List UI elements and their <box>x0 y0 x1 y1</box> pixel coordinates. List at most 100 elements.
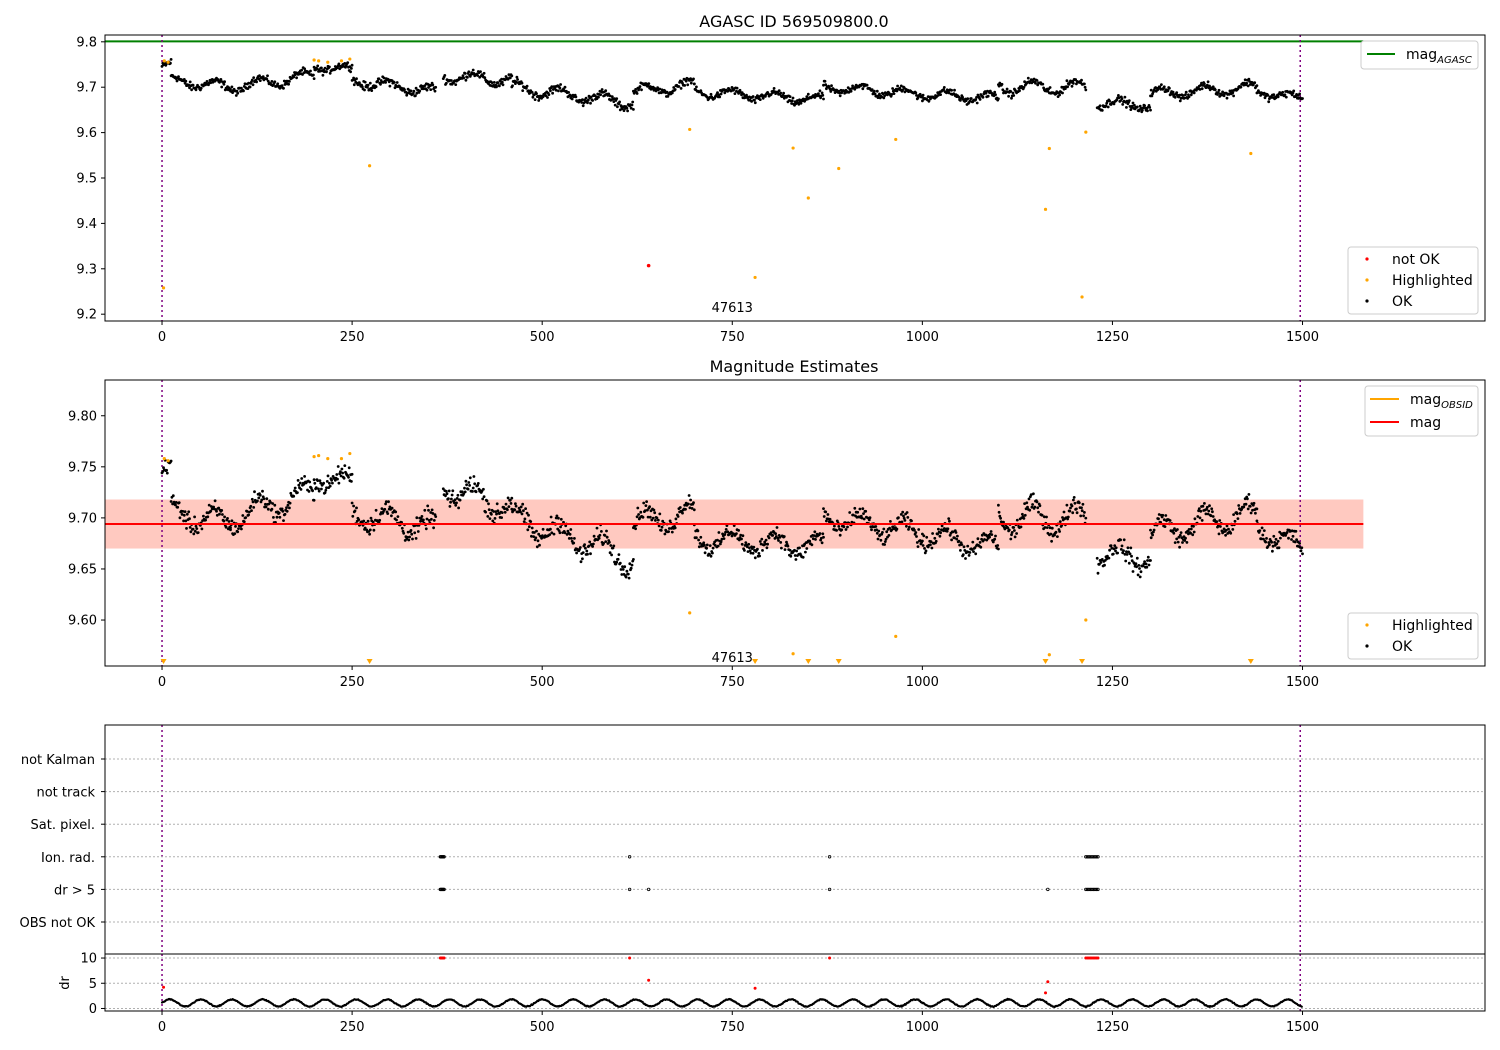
ok-point <box>349 70 352 74</box>
ok-point <box>479 70 482 73</box>
ok-point <box>1237 504 1241 507</box>
ok-point <box>1204 512 1208 516</box>
highlighted-point <box>339 59 344 63</box>
ok-point <box>695 85 698 89</box>
ok-point <box>599 93 602 97</box>
ok-point <box>1233 519 1237 523</box>
ok-point <box>269 501 272 504</box>
ok-point <box>394 510 398 514</box>
ok-point <box>192 532 196 536</box>
ok-point <box>513 508 517 512</box>
ok-point <box>817 92 820 95</box>
ok-point <box>550 531 554 535</box>
ok-point <box>1160 83 1163 86</box>
ok-point <box>395 81 399 84</box>
agasc-panel-title: AGASC ID 569509800.0 <box>699 12 888 31</box>
ok-point <box>463 486 466 490</box>
ok-point <box>873 92 877 96</box>
ok-point <box>472 475 476 478</box>
estimates-panel-title: Magnitude Estimates <box>710 357 879 376</box>
ok-point <box>997 97 1000 101</box>
ok-point <box>312 65 316 69</box>
highlighted-point <box>688 127 692 132</box>
ok-point <box>740 93 743 97</box>
ok-point <box>482 495 486 498</box>
ok-point <box>974 98 978 101</box>
ok-point <box>492 81 496 84</box>
ok-point <box>1026 505 1029 509</box>
ok-point <box>360 85 364 89</box>
ok-point <box>390 506 394 510</box>
ok-point <box>264 505 268 509</box>
ok-point <box>967 554 971 557</box>
agasc-panel-obsid-annotation: 47613 <box>712 301 753 316</box>
ok-point <box>1197 507 1201 510</box>
ok-point <box>433 89 437 93</box>
ok-point <box>603 534 607 537</box>
ok-point <box>519 510 522 514</box>
ok-point <box>724 530 727 534</box>
highlighted-point <box>326 457 330 461</box>
ok-point <box>498 84 501 88</box>
dr-flagged-point <box>628 956 632 960</box>
dr-flagged-point <box>1096 956 1100 960</box>
ok-point <box>679 87 683 90</box>
ok-point <box>322 481 325 485</box>
ok-point <box>864 509 868 513</box>
ok-point <box>719 92 723 96</box>
ok-point <box>1083 511 1086 514</box>
ok-point <box>825 519 828 523</box>
ok-point <box>1287 536 1290 540</box>
ok-point <box>514 502 517 506</box>
ok-point <box>347 475 350 479</box>
ok-point <box>618 561 622 565</box>
ok-point <box>384 502 387 506</box>
ok-point <box>1032 492 1035 496</box>
ok-point <box>452 501 456 505</box>
ok-point <box>765 546 769 550</box>
ok-point <box>913 528 916 532</box>
ok-point <box>250 497 254 501</box>
ok-point <box>1122 538 1126 542</box>
ok-point <box>309 69 312 73</box>
ok-point <box>1072 498 1075 502</box>
ok-point <box>521 502 525 506</box>
ok-point <box>812 534 816 537</box>
ok-point <box>1131 570 1135 573</box>
ok-point <box>1265 537 1268 540</box>
ok-point <box>1225 96 1229 100</box>
ok-point <box>761 549 764 552</box>
ok-point <box>1135 565 1138 569</box>
legend-label: OK <box>1392 639 1413 655</box>
ok-point <box>1200 87 1204 91</box>
ok-point <box>260 498 264 502</box>
ok-point <box>264 502 267 506</box>
ok-point <box>588 540 592 544</box>
ok-point <box>1035 79 1039 82</box>
ok-point <box>1193 517 1197 521</box>
ok-point <box>742 92 745 96</box>
ok-point <box>374 85 378 89</box>
ok-point <box>213 499 217 503</box>
ok-point <box>1119 548 1123 551</box>
ok-point <box>244 516 248 519</box>
ok-point <box>1149 108 1152 112</box>
flag-point <box>1085 887 1090 892</box>
ok-point <box>632 108 635 111</box>
ok-point <box>605 535 609 539</box>
ok-point <box>273 503 277 507</box>
ok-point <box>901 510 905 514</box>
ok-point <box>196 531 200 534</box>
ok-point <box>549 527 552 531</box>
ok-point <box>456 493 460 497</box>
ok-point <box>355 506 358 510</box>
ok-point <box>1176 528 1179 531</box>
ok-point <box>171 494 175 498</box>
legend-label: Highlighted <box>1392 618 1473 634</box>
ok-point <box>1216 91 1220 94</box>
ok-point <box>1261 533 1265 537</box>
ok-point <box>1080 506 1083 510</box>
ok-point <box>1232 513 1235 516</box>
ok-point <box>961 553 965 557</box>
ok-point <box>652 508 656 512</box>
